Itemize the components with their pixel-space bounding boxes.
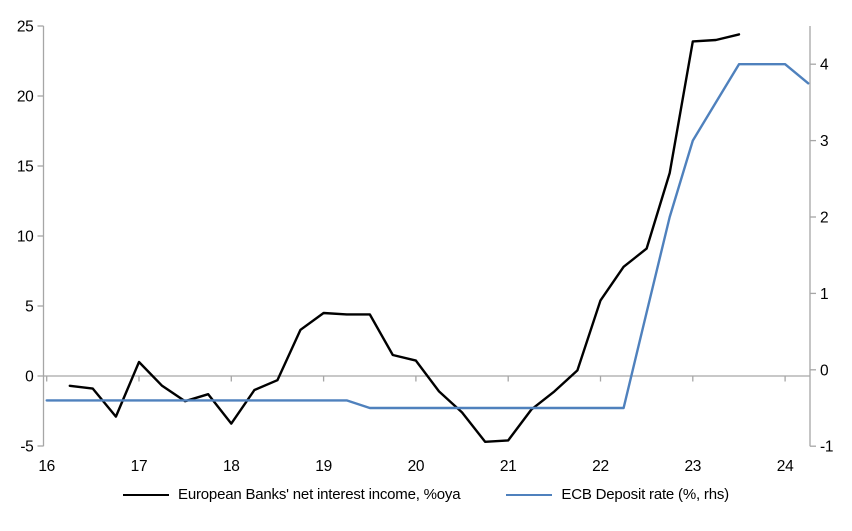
- chart-legend: European Banks' net interest income, %oy…: [0, 486, 852, 503]
- x-axis-tick-label: 19: [315, 458, 332, 475]
- right-axis-tick-label: -1: [820, 439, 833, 456]
- right-axis-tick-label: 0: [820, 362, 829, 379]
- legend-label-net-interest-income: European Banks' net interest income, %oy…: [178, 486, 461, 503]
- x-axis-tick-label: 23: [684, 458, 701, 475]
- blue-line-swatch-icon: [506, 493, 553, 496]
- x-axis-tick-label: 16: [38, 458, 55, 475]
- x-axis-tick-label: 21: [500, 458, 517, 475]
- legend-item-net-interest-income: European Banks' net interest income, %oy…: [123, 486, 461, 503]
- left-axis-tick-label: -5: [20, 439, 33, 456]
- series-line-ecb-deposit-rate: [45, 62, 810, 410]
- x-axis-tick-label: 18: [223, 458, 240, 475]
- legend-label-ecb-deposit-rate: ECB Deposit rate (%, rhs): [561, 486, 729, 503]
- left-axis-tick-label: 25: [17, 19, 34, 36]
- left-axis-tick-label: 10: [17, 229, 34, 246]
- black-line-swatch-icon: [123, 493, 170, 496]
- left-axis-tick-label: 5: [25, 299, 33, 316]
- legend-item-ecb-deposit-rate: ECB Deposit rate (%, rhs): [506, 486, 729, 503]
- right-axis-tick-label: 4: [820, 57, 829, 74]
- x-axis-tick-label: 17: [131, 458, 148, 475]
- left-axis-tick-label: 0: [25, 369, 34, 386]
- series-line-net-interest-income: [68, 33, 741, 443]
- right-axis-tick-label: 2: [820, 210, 828, 227]
- right-axis-tick-label: 1: [820, 286, 828, 303]
- right-axis-tick-label: 3: [820, 133, 828, 150]
- left-axis-tick-label: 15: [17, 159, 34, 176]
- x-axis-tick-label: 20: [408, 458, 425, 475]
- x-axis-tick-label: 24: [777, 458, 794, 475]
- left-axis-tick-label: 20: [17, 89, 34, 106]
- x-axis-tick-label: 22: [592, 458, 609, 475]
